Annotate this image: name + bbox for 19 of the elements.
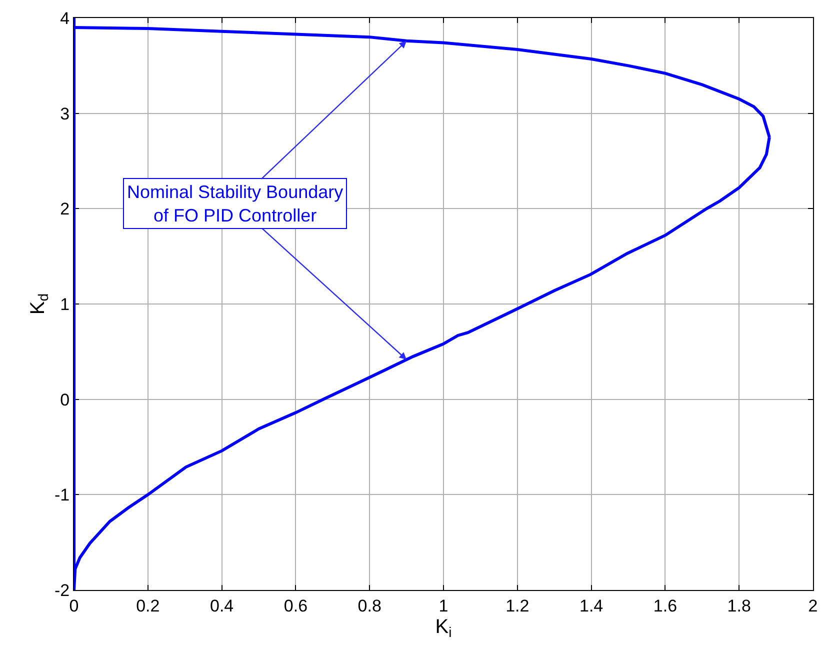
annotation: Nominal Stability Boundary of FO PID Controller xyxy=(127,182,344,226)
y-tick-label: -2 xyxy=(54,580,70,600)
x-tick-label: 2 xyxy=(808,596,818,616)
y-tick-label: 0 xyxy=(60,390,70,410)
y-tick-label: 2 xyxy=(60,200,70,219)
x-tick-label: 0.8 xyxy=(358,596,382,616)
y-tick-label: 4 xyxy=(60,8,70,28)
x-tick-label: 1 xyxy=(438,596,448,616)
x-tick-label: 0.4 xyxy=(210,596,234,616)
y-tick-label: 3 xyxy=(60,104,70,124)
x-tick-label: 0.2 xyxy=(136,596,160,616)
x-tick-label: 1.2 xyxy=(506,596,530,616)
x-tick-label: 1.4 xyxy=(579,596,604,616)
x-tick-label: 1.6 xyxy=(653,596,678,616)
x-tick-label: 1.8 xyxy=(727,596,751,616)
x-tick-label: 0.6 xyxy=(284,596,308,616)
y-tick-label: -1 xyxy=(54,486,70,505)
y-tick-label: 1 xyxy=(60,294,70,314)
x-axis-title: K$_{i}$ xyxy=(435,616,452,640)
